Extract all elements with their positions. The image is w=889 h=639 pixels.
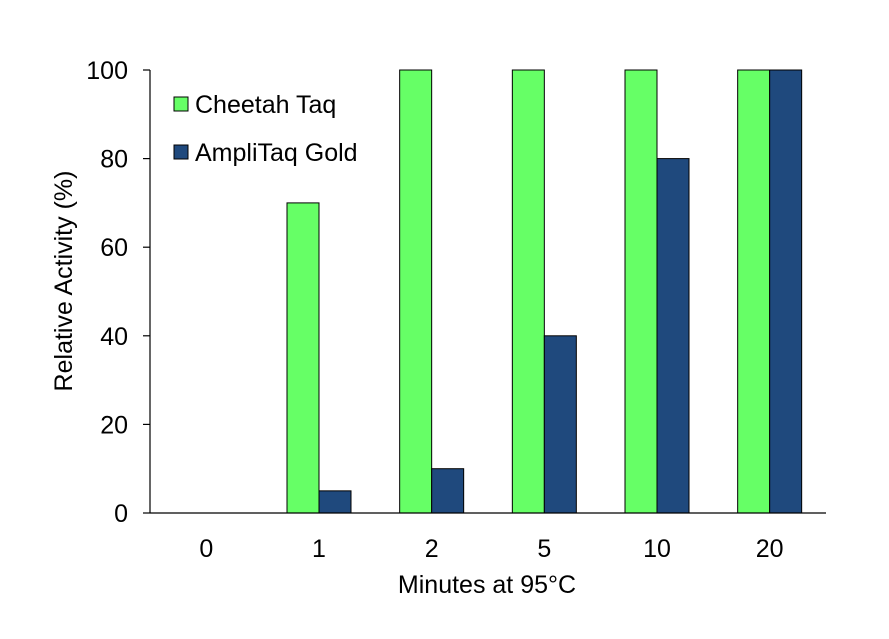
y-tick-label-80: 80	[100, 146, 128, 174]
x-axis-title-unit: °C	[548, 571, 576, 599]
bar-cheetah-taq-10	[624, 69, 658, 514]
x-tick-label-2: 2	[425, 535, 439, 563]
bar-cheetah-taq-20	[737, 69, 771, 514]
bar-amplitaq-gold-20	[769, 69, 803, 514]
bar-cheetah-taq-5	[511, 69, 545, 514]
x-ticks-group: 0 1 2 5 10 20	[199, 535, 783, 563]
legend: Cheetah Taq AmpliTaq Gold	[173, 91, 358, 167]
x-tick-label-10: 10	[643, 535, 671, 563]
bar-amplitaq-gold-5	[543, 335, 577, 514]
bar-amplitaq-gold-1	[318, 490, 352, 514]
legend-swatch-cheetah-taq	[173, 96, 189, 112]
legend-label-cheetah-taq: Cheetah Taq	[195, 91, 336, 119]
legend-swatch-amplitaq-gold	[173, 144, 189, 160]
x-axis-title: Minutes at 95°C	[398, 571, 576, 599]
y-tick-label-60: 60	[100, 234, 128, 262]
y-tick-label-100: 100	[86, 57, 128, 85]
bar-amplitaq-gold-2	[431, 468, 465, 514]
x-axis-title-main: Minutes at 95	[398, 571, 548, 599]
axes-group	[149, 70, 826, 514]
y-tick-label-0: 0	[114, 500, 128, 528]
x-tick-label-1: 1	[312, 535, 326, 563]
bar-cheetah-taq-1	[286, 202, 320, 514]
y-ticks-group: 0 20 40 60 80 100	[86, 57, 150, 528]
bars-group	[286, 69, 803, 514]
y-tick-label-40: 40	[100, 323, 128, 351]
x-tick-label-20: 20	[756, 535, 784, 563]
x-tick-label-5: 5	[537, 535, 551, 563]
x-tick-label-0: 0	[199, 535, 213, 563]
legend-label-amplitaq-gold: AmpliTaq Gold	[195, 139, 358, 167]
bar-cheetah-taq-2	[399, 69, 433, 514]
y-tick-label-20: 20	[100, 411, 128, 439]
bar-amplitaq-gold-10	[656, 158, 690, 514]
y-axis-title: Relative Activity (%)	[50, 171, 78, 392]
